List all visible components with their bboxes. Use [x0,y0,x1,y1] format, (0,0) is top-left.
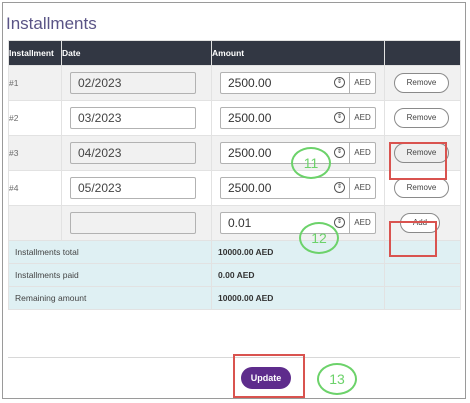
column-header-date: Date [61,40,212,66]
amount-value: 0.01 [228,216,252,230]
installment-number: #2 [8,100,62,136]
summary-spacer [384,286,461,310]
highlight-update-box [233,354,305,398]
new-installment-row: 0.01 ⇕ AED Add [8,205,461,241]
spinner-icon[interactable]: ⇕ [334,217,345,228]
date-field[interactable]: 02/2023 [70,72,196,94]
installments-table: Installment Date Amount #1 02/2023 2500.… [8,40,461,310]
table-row: #2 03/2023 2500.00 ⇕ AED Remove [8,100,461,136]
summary-row-remaining: Remaining amount 10000.00 AED [8,286,461,310]
date-field[interactable]: 04/2023 [70,142,196,164]
callout-12: 12 [299,222,339,254]
remove-button[interactable]: Remove [394,178,449,198]
spinner-icon[interactable]: ⇕ [334,182,345,193]
summary-spacer [384,263,461,287]
spinner-icon[interactable]: ⇕ [334,77,345,88]
amount-value: 2500.00 [228,146,272,160]
spinner-icon[interactable]: ⇕ [334,147,345,158]
highlight-add-box [389,221,437,257]
summary-label: Remaining amount [8,286,212,310]
amount-input[interactable]: 2500.00 ⇕ [220,72,350,94]
summary-spacer [384,240,461,264]
summary-value: 10000.00 AED [211,286,385,310]
summary-row-paid: Installments paid 0.00 AED [8,263,461,287]
currency-label: AED [350,142,376,164]
remove-button[interactable]: Remove [394,108,449,128]
spinner-icon[interactable]: ⇕ [334,112,345,123]
new-date-field[interactable] [70,212,196,234]
summary-row-total: Installments total 10000.00 AED [8,240,461,264]
summary-label: Installments paid [8,263,212,287]
page-title: Installments [6,14,97,33]
table-header-row: Installment Date Amount [8,40,461,66]
currency-label: AED [350,72,376,94]
callout-11: 11 [291,147,331,179]
column-header-installment: Installment [8,40,62,66]
amount-value: 2500.00 [228,181,272,195]
amount-value: 2500.00 [228,111,272,125]
amount-input[interactable]: 2500.00 ⇕ [220,107,350,129]
remove-button[interactable]: Remove [394,73,449,93]
highlight-remove-box [389,142,447,180]
summary-value: 10000.00 AED [211,240,385,264]
column-header-amount: Amount [211,40,385,66]
column-header-actions [384,40,461,66]
installment-number: #1 [8,65,62,101]
amount-input[interactable]: 2500.00 ⇕ [220,177,350,199]
date-field[interactable]: 03/2023 [70,107,196,129]
update-button[interactable]: Update [241,367,291,389]
installment-number: #3 [8,135,62,171]
summary-label: Installments total [8,240,212,264]
currency-label: AED [350,107,376,129]
table-row: #1 02/2023 2500.00 ⇕ AED Remove [8,65,461,101]
installment-number [8,205,62,241]
currency-label: AED [350,212,376,234]
installment-number: #4 [8,170,62,206]
callout-13: 13 [317,363,357,395]
table-row: #4 05/2023 2500.00 ⇕ AED Remove [8,170,461,206]
amount-value: 2500.00 [228,76,272,90]
summary-value: 0.00 AED [211,263,385,287]
currency-label: AED [350,177,376,199]
date-field[interactable]: 05/2023 [70,177,196,199]
